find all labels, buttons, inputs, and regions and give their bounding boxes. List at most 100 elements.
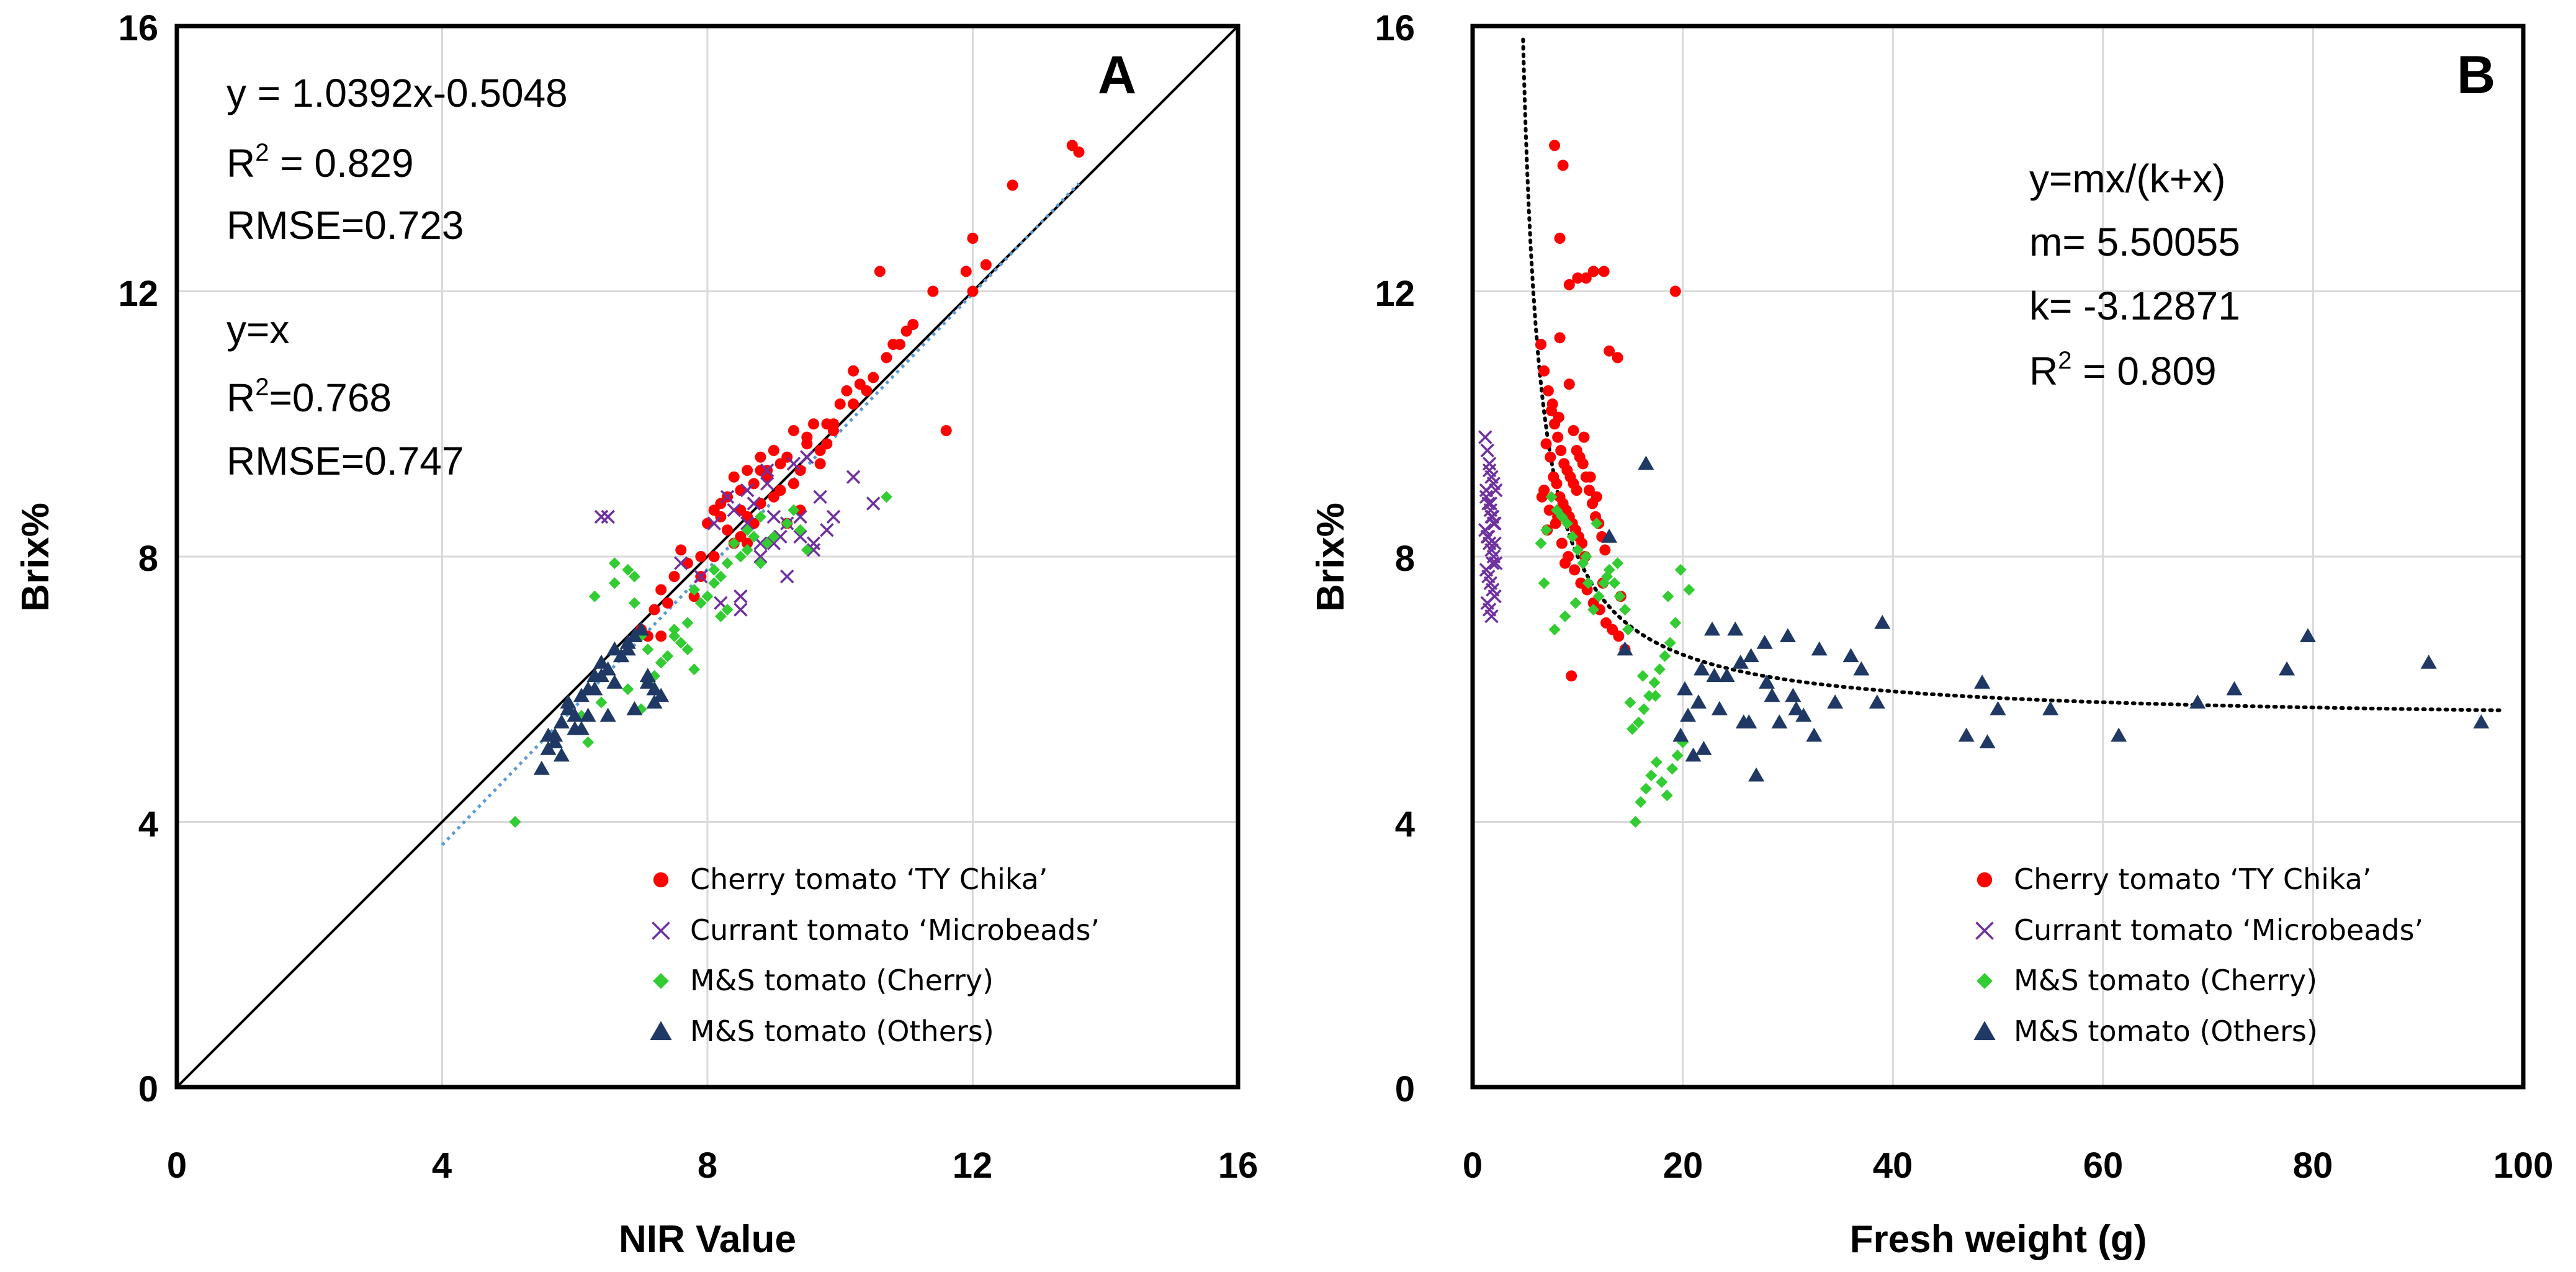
panel-b-point-triangle <box>1771 714 1788 728</box>
panel-a-legend-marker-diamond <box>653 973 669 989</box>
panel-a-fit-rmse: RMSE=0.723 <box>227 203 464 248</box>
panel-a-ytick-8: 8 <box>138 539 158 579</box>
panel-a-point-circle <box>662 597 673 609</box>
panel-b-point-diamond <box>1626 723 1638 735</box>
panel-b-point-circle <box>1559 557 1571 569</box>
panel-a-legend-marker-circle <box>653 872 669 888</box>
panel-a-point-circle <box>788 478 799 490</box>
panel-b-point-diamond <box>1666 763 1679 775</box>
panel-b-point-triangle <box>1680 707 1697 722</box>
panel-a: 0 4 8 12 16 0 4 8 12 16 NIR Value Brix% … <box>14 8 1258 1261</box>
panel-a-point-diamond <box>642 643 654 656</box>
panel-b-point-triangle <box>1990 701 2006 715</box>
panel-b-point-triangle <box>2299 628 2316 642</box>
panel-b-point-diamond <box>1650 756 1663 768</box>
panel-a-point-circle <box>900 325 912 337</box>
panel-b-ytick-16: 16 <box>1375 8 1415 48</box>
panel-a-point-circle <box>708 551 720 562</box>
panel-b-point-x <box>1482 463 1497 478</box>
panel-b-point-circle <box>1563 279 1575 290</box>
panel-b-point-diamond <box>1648 676 1661 689</box>
panel-b-point-x <box>1489 556 1503 570</box>
panel-a-point-x <box>780 569 794 584</box>
panel-b-legend-ms-others: M&S tomato (Others) <box>2014 1014 2318 1048</box>
panel-b-point-circle <box>1566 670 1577 682</box>
panel-a-point-circle <box>808 418 819 430</box>
panel-a-point-diamond <box>608 577 621 589</box>
panel-a-point-circle <box>821 438 833 450</box>
panel-a-point-x <box>793 529 807 544</box>
panel-a-point-diamond <box>721 604 734 616</box>
panel-b-point-diamond <box>1683 583 1695 596</box>
panel-a-xtick-8: 8 <box>698 1145 717 1186</box>
panel-a-point-triangle <box>567 707 583 722</box>
panel-b-point-diamond <box>1643 689 1655 702</box>
panel-b-point-triangle <box>1806 727 1823 742</box>
panel-a-point-diamond <box>741 544 753 556</box>
panel-a-point-circle <box>1073 146 1085 158</box>
panel-b-point-circle <box>1599 544 1611 556</box>
panel-b-point-diamond <box>1629 816 1641 828</box>
panel-b-point-circle <box>1546 398 1558 410</box>
panel-a-point-triangle <box>580 707 596 722</box>
panel-b-point-circle <box>1568 424 1579 436</box>
panel-a-point-triangle <box>586 681 603 696</box>
panel-b-r2: R2 = 0.809 <box>2029 347 2217 393</box>
panel-a-point-x <box>734 602 748 617</box>
panel-a-point-x <box>753 549 768 564</box>
panel-a-point-circle <box>967 285 979 297</box>
panel-a-ytick-0: 0 <box>138 1069 158 1109</box>
panel-a-point-x <box>720 490 735 504</box>
panel-b-point-circle <box>1569 564 1581 576</box>
panel-b-point-diamond <box>1640 782 1652 795</box>
panel-a-point-triangle <box>593 655 609 669</box>
panel-a-point-x <box>786 457 801 471</box>
panel-b-point-triangle <box>2111 727 2127 742</box>
panel-b-point-circle <box>1553 411 1564 423</box>
panel-b-legend-cherry: Cherry tomato ‘TY Chika’ <box>2014 862 2372 896</box>
panel-a-point-circle <box>854 378 866 390</box>
panel-a-point-circle <box>868 372 879 383</box>
panel-a-point-triangle <box>540 727 557 742</box>
panel-a-point-circle <box>675 544 687 556</box>
panel-b-point-diamond <box>1548 624 1561 636</box>
panel-b-point-diamond <box>1592 590 1605 602</box>
panel-b-m-value: m= 5.50055 <box>2029 220 2240 264</box>
panel-b-point-triangle <box>2420 655 2437 669</box>
panel-b-ytick-8: 8 <box>1395 539 1415 579</box>
panel-a-point-diamond <box>881 491 893 503</box>
panel-b: 0 4 8 12 16 0 20 40 60 80 100 Fresh weig… <box>1309 8 2553 1261</box>
panel-a-point-diamond <box>741 524 753 536</box>
panel-b-point-x <box>1482 457 1497 471</box>
panel-a-point-triangle <box>633 621 650 636</box>
panel-b-point-diamond <box>1669 617 1682 629</box>
panel-b-point-triangle <box>1638 455 1654 470</box>
panel-b-point-triangle <box>2279 661 2296 676</box>
panel-b-point-circle <box>1594 604 1605 616</box>
panel-a-ytick-4: 4 <box>138 804 158 844</box>
panel-b-point-triangle <box>1869 694 1885 709</box>
panel-b-point-triangle <box>1974 674 1991 689</box>
panel-a-point-x <box>813 490 827 504</box>
panel-a-point-diamond <box>708 577 720 589</box>
panel-a-point-x <box>694 569 708 584</box>
panel-a-point-diamond <box>714 610 727 622</box>
panel-b-point-triangle <box>2189 694 2206 709</box>
panel-b-point-triangle <box>2226 681 2243 696</box>
panel-a-point-diamond <box>688 583 701 596</box>
panel-b-point-triangle <box>1601 528 1618 543</box>
panel-a-point-x <box>846 470 861 484</box>
panel-a-point-circle <box>874 266 886 277</box>
panel-b-xtick-40: 40 <box>1873 1145 1913 1186</box>
panel-b-xtick-20: 20 <box>1663 1145 1703 1186</box>
panel-b-point-diamond <box>1540 524 1553 536</box>
panel-a-point-circle <box>728 471 740 483</box>
panel-b-point-circle <box>1557 159 1569 171</box>
panel-b-point-circle <box>1542 385 1554 396</box>
panel-a-point-circle <box>655 630 667 642</box>
panel-b-point-x <box>1485 556 1500 570</box>
panel-b-point-diamond <box>1601 570 1613 583</box>
panel-b-point-diamond <box>1566 531 1579 543</box>
panel-b-legend: Cherry tomato ‘TY Chika’ Currant tomato … <box>1973 862 2423 1048</box>
panel-a-point-triangle <box>619 641 636 656</box>
